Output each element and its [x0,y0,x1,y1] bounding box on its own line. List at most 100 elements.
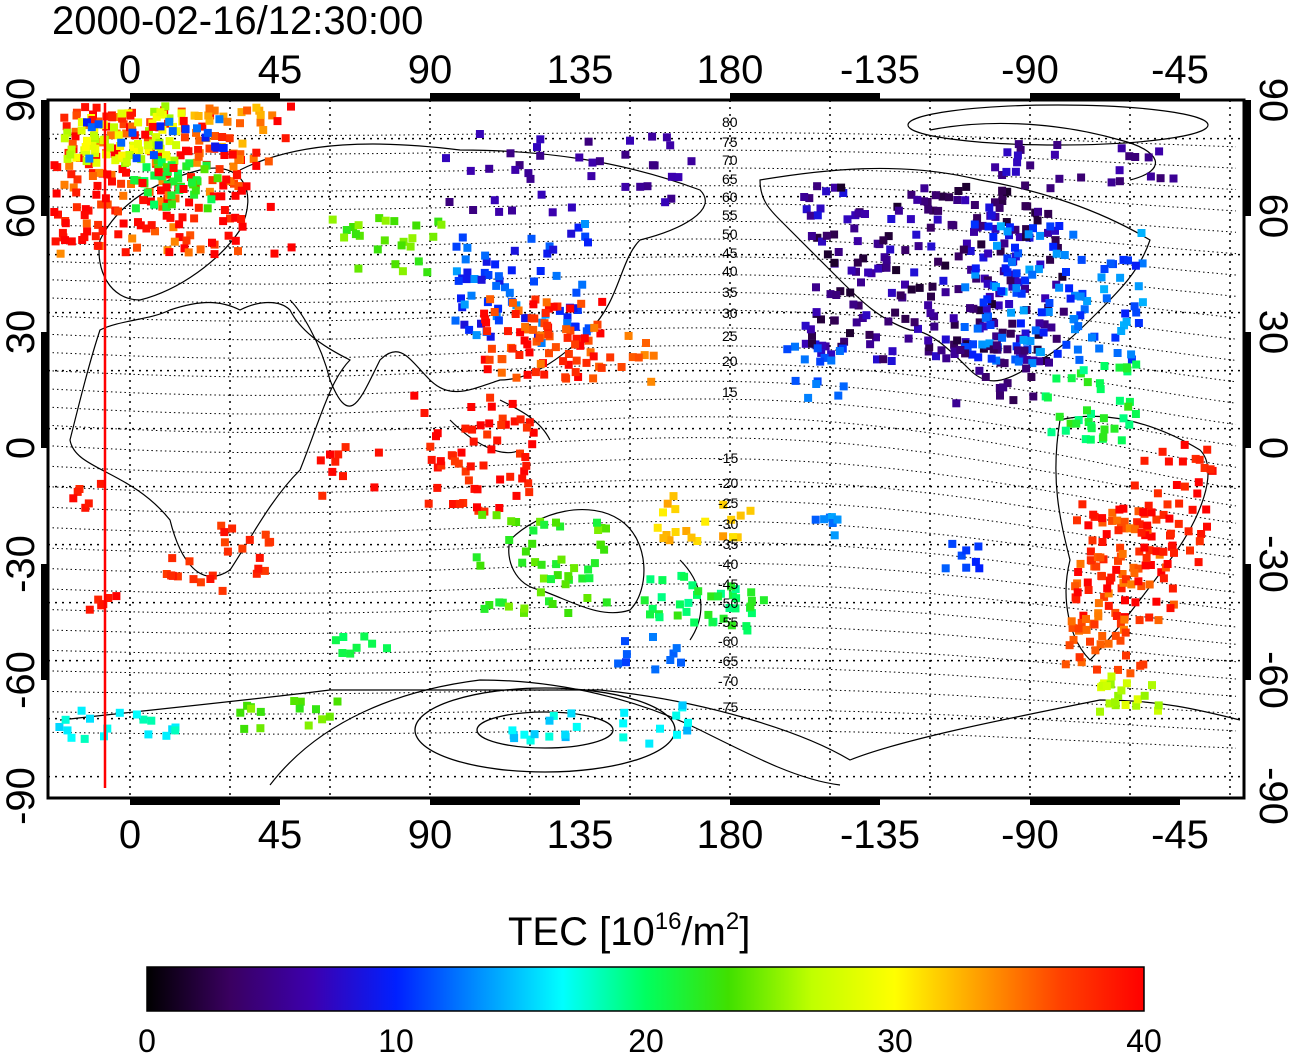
tec-cell [476,421,485,430]
tec-cell [529,428,538,437]
tec-cell [924,205,933,214]
tec-cell [153,156,162,164]
tec-cell [1096,553,1105,562]
tec-cell [1152,515,1161,524]
contour-label: 40 [722,263,738,279]
tec-cell [467,403,476,411]
tec-cell [1107,672,1116,681]
tec-cell [996,358,1005,367]
tec-cell [1113,349,1122,357]
tec-cell [473,485,482,494]
tec-cell [165,137,174,146]
tec-cell [1008,319,1017,328]
tec-cell [927,242,936,251]
tec-cell [830,230,839,239]
tec-cell [594,526,603,534]
tec-cell [557,555,566,564]
tec-cell [447,451,456,460]
tec-cell [1091,646,1100,655]
tec-cell [316,456,325,465]
tec-cell [587,172,596,181]
tec-cell [974,353,983,362]
tec-cell [408,234,417,243]
tec-cell [1115,363,1124,372]
tec-cell [491,260,500,269]
tec-cell [423,268,432,277]
tec-cell [1073,588,1082,597]
contour-label: -20 [718,475,738,491]
tec-cell [473,503,481,512]
tec-cell [71,127,80,136]
tec-cell [219,181,228,190]
tec-cell [939,276,948,285]
tec-cell [341,443,350,452]
tec-cell [462,275,471,284]
tec-cell [791,376,800,385]
y-tick-left: 30 [0,310,43,355]
x-tick-top: -45 [1151,48,1209,92]
tec-cell [843,215,852,224]
tec-cell [1121,309,1130,318]
tec-cell [1098,632,1107,640]
tec-cell [830,316,839,325]
tec-cell [516,449,524,458]
tec-cell [1098,514,1107,523]
tec-cell [1077,255,1086,264]
tec-cell [589,374,598,383]
tec-cell [559,357,568,366]
tec-cell [651,665,660,674]
contour-label: 35 [722,284,738,300]
tec-cell [169,177,178,186]
tec-cell [1077,173,1086,182]
tec-cell [1002,218,1011,226]
tec-cell [452,242,461,251]
tec-cell [1152,547,1161,556]
tec-cell [574,373,583,381]
tec-cell [626,136,634,145]
tec-cell [504,602,513,611]
tec-cell [1075,355,1084,364]
tec-cell [175,220,184,229]
tec-cell [879,355,888,364]
tec-cell [581,220,589,228]
tec-cell [247,704,256,713]
tec-cell [1202,505,1211,514]
tec-cell [1005,300,1014,308]
tec-cell [854,209,863,218]
tec-cell [1140,543,1149,552]
tec-cell [571,340,580,349]
tec-cell [507,266,516,275]
tec-cell [273,117,282,126]
tec-cell [1163,500,1172,509]
tec-cell [1025,265,1034,274]
tec-cell [151,227,159,236]
tec-cell [1001,264,1010,273]
tec-cell [424,499,433,508]
tec-cell [564,360,573,369]
tec-cell [938,192,947,201]
tec-cell [210,250,219,259]
tec-cell [1002,167,1011,176]
tec-cell [507,517,516,526]
tec-cell [636,182,645,191]
tec-cell [114,131,123,140]
tec-cell [583,594,592,602]
tec-cell [549,711,558,720]
tec-cell [1036,231,1045,240]
tec-cell [196,245,205,254]
tec-cell [1120,615,1129,624]
tec-cell [859,254,868,263]
tec-cell [429,232,438,241]
tec-cell [511,165,520,174]
tec-cell [215,165,224,174]
tec-cell [1076,292,1085,301]
tec-cell [1094,599,1103,608]
tec-cell [992,283,1000,291]
colorbar [146,966,1145,1012]
tec-cell [1095,344,1104,353]
tec-cell [812,308,821,317]
tec-cell [817,315,825,324]
tec-cell [1074,568,1083,576]
graticule-grid [48,100,1244,798]
tec-cell [671,505,680,514]
